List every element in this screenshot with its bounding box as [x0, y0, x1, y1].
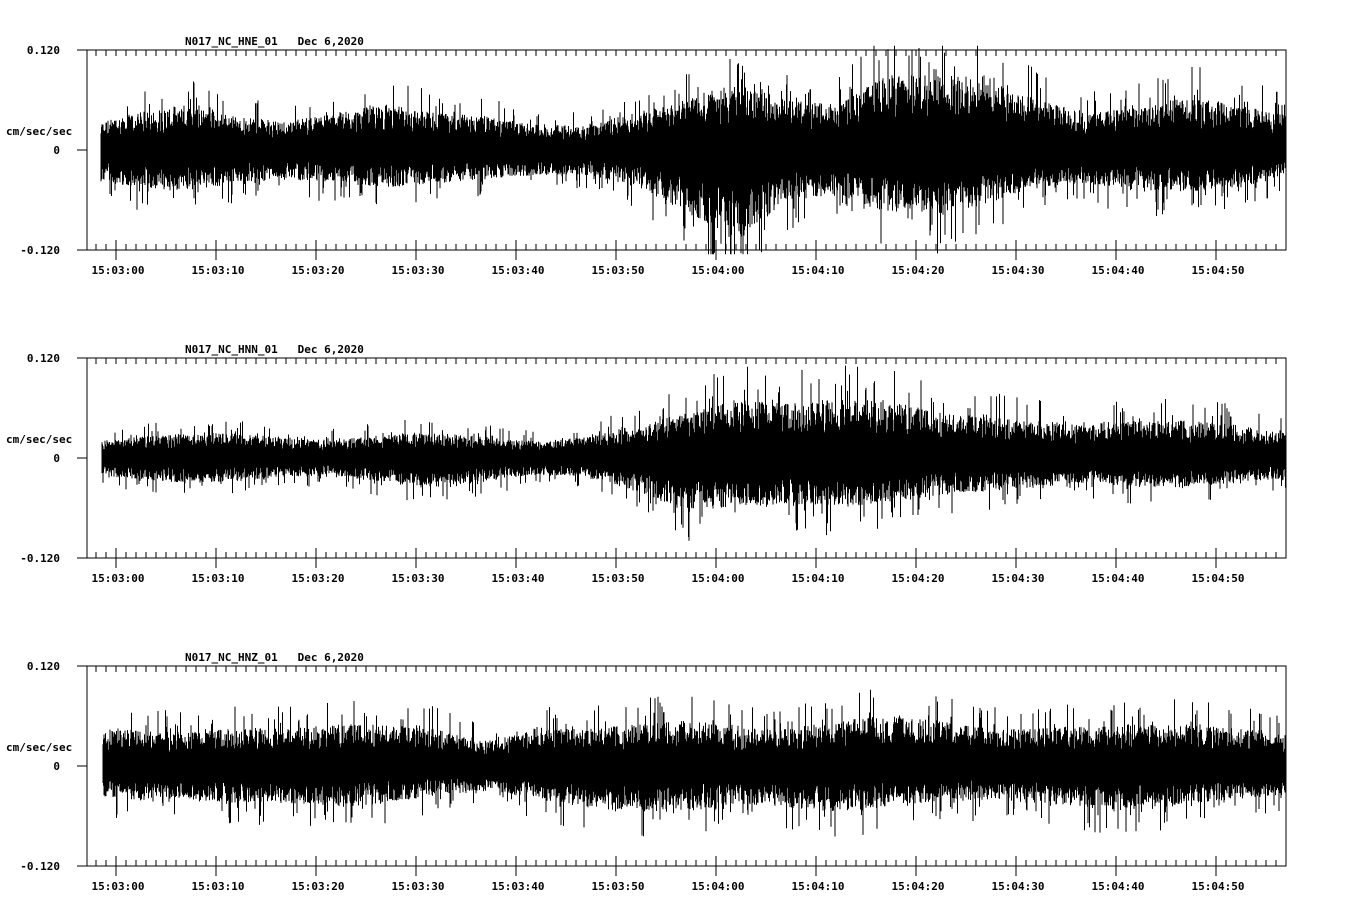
x-tick-label: 15:04:50: [1191, 880, 1245, 893]
x-tick-label: 15:04:10: [791, 264, 845, 277]
x-tick-label: 15:03:30: [391, 880, 445, 893]
seismogram-panel-hnn: N017_NC_HNN_01 Dec 6,2020 0.120 cm/sec/s…: [0, 308, 1358, 608]
y-tick-zero: 0: [53, 760, 60, 773]
x-tick-label: 15:03:30: [391, 264, 445, 277]
waveform-plot: [77, 357, 1287, 568]
y-axis-units: cm/sec/sec: [6, 741, 73, 754]
x-tick-label: 15:04:10: [791, 880, 845, 893]
waveform-plot: [77, 45, 1287, 260]
x-tick-label: 15:04:50: [1191, 264, 1245, 277]
x-tick-label: 15:03:50: [591, 264, 645, 277]
y-axis-units: cm/sec/sec: [6, 433, 73, 446]
y-tick-bottom: -0.120: [20, 244, 60, 257]
x-tick-label: 15:03:20: [291, 264, 345, 277]
x-tick-label: 15:04:00: [691, 880, 745, 893]
panel-title: N017_NC_HNN_01 Dec 6,2020: [185, 343, 364, 356]
x-tick-label: 15:03:40: [491, 264, 545, 277]
x-tick-label: 15:04:30: [991, 264, 1045, 277]
x-tick-label: 15:04:20: [891, 264, 945, 277]
x-tick-label: 15:04:40: [1091, 572, 1145, 585]
x-tick-label: 15:03:50: [591, 880, 645, 893]
x-tick-label: 15:04:40: [1091, 264, 1145, 277]
y-tick-bottom: -0.120: [20, 552, 60, 565]
x-tick-label: 15:03:00: [91, 264, 145, 277]
x-tick-label: 15:04:50: [1191, 572, 1245, 585]
seismogram-panel-hnz: N017_NC_HNZ_01 Dec 6,2020 0.120 cm/sec/s…: [0, 616, 1358, 916]
y-tick-top: 0.120: [26, 660, 60, 673]
x-tick-label: 15:03:40: [491, 572, 545, 585]
panel-title: N017_NC_HNZ_01 Dec 6,2020: [185, 651, 364, 664]
x-tick-label: 15:04:30: [991, 572, 1045, 585]
x-tick-label: 15:03:50: [591, 572, 645, 585]
x-tick-label: 15:04:00: [691, 264, 745, 277]
x-tick-label: 15:03:10: [191, 880, 245, 893]
waveform-plot: [77, 665, 1287, 876]
seismogram-panel-hne: N017_NC_HNE_01 Dec 6,2020 0.120 cm/sec/s…: [0, 0, 1358, 300]
y-tick-zero: 0: [53, 452, 60, 465]
x-tick-label: 15:04:40: [1091, 880, 1145, 893]
panel-title: N017_NC_HNE_01 Dec 6,2020: [185, 35, 364, 48]
x-tick-label: 15:04:20: [891, 880, 945, 893]
x-tick-label: 15:03:00: [91, 880, 145, 893]
y-tick-bottom: -0.120: [20, 860, 60, 873]
x-tick-label: 15:04:20: [891, 572, 945, 585]
y-tick-top: 0.120: [26, 44, 60, 57]
y-tick-zero: 0: [53, 144, 60, 157]
x-tick-label: 15:03:40: [491, 880, 545, 893]
x-tick-label: 15:03:00: [91, 572, 145, 585]
x-tick-label: 15:04:00: [691, 572, 745, 585]
x-tick-label: 15:04:30: [991, 880, 1045, 893]
y-tick-top: 0.120: [26, 352, 60, 365]
x-tick-label: 15:04:10: [791, 572, 845, 585]
x-tick-label: 15:03:30: [391, 572, 445, 585]
x-tick-label: 15:03:10: [191, 572, 245, 585]
x-tick-label: 15:03:20: [291, 572, 345, 585]
x-tick-label: 15:03:10: [191, 264, 245, 277]
x-tick-label: 15:03:20: [291, 880, 345, 893]
y-axis-units: cm/sec/sec: [6, 125, 73, 138]
